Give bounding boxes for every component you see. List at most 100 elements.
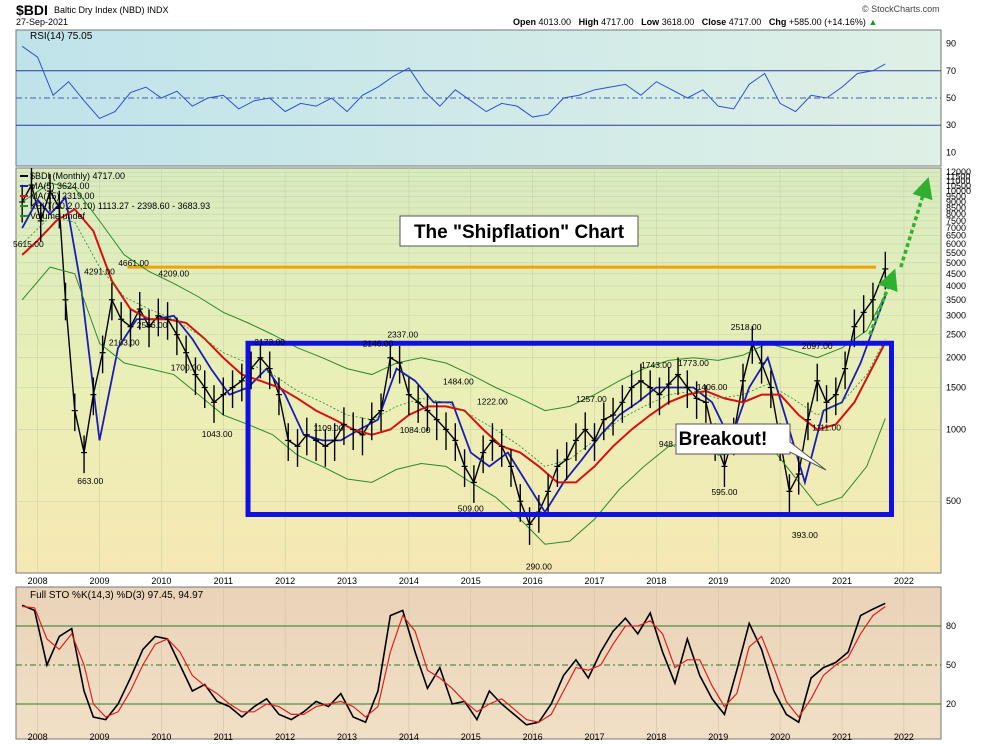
sto-d-line [22,605,886,723]
price-tick-label: 3000 [946,311,966,321]
x-tick-label: 2008 [28,576,48,586]
price-tick-label: 500 [946,496,961,506]
x-tick-label: 2008 [28,732,48,742]
breakout-label: Breakout! [679,429,768,450]
sto-tick-label: 50 [946,660,956,670]
price-tick-label: 6500 [946,231,966,241]
ticker-symbol: $BDI [16,2,48,18]
legend-entry: Volume undef [30,211,86,221]
x-tick-label: 2017 [584,732,604,742]
x-tick-label: 2009 [90,576,110,586]
price-data-label: 4291.00 [84,267,115,277]
price-tick-label: 9000 [946,197,966,207]
price-data-label: 948.00 [659,439,685,449]
rsi-series [21,45,886,120]
rsi-legend: RSI(14) 75.05 [30,31,93,42]
price-data-label: 2146.00 [363,338,394,348]
price-tick-label: 3500 [946,295,966,305]
x-tick-label: 2010 [151,576,171,586]
breakout-callout [675,423,827,471]
price-data-label: 595.00 [711,487,737,497]
price-data-label: 2173.00 [254,337,285,347]
x-tick-label: 2011 [214,576,233,586]
price-tick-label: 5000 [946,258,966,268]
price-data-label: 4209.00 [158,269,189,279]
x-tick-label: 2020 [770,576,790,586]
data-labels: 5615.00 663.00 4291.00 2163.00 4661.00 2566.0… [13,239,841,572]
x-tick-label: 2019 [708,732,728,742]
rsi-tick-label: 90 [946,39,956,49]
x-tick-label: 2022 [894,576,914,586]
index-name: Baltic Dry Index (NBD) INDX [54,5,169,15]
x-tick-label: 2020 [770,732,790,742]
ohlc-readout: Open 4013.00 High 4717.00 Low 3618.00 Cl… [513,17,878,27]
x-tick-label: 2013 [337,576,357,586]
price-tick-label: 8500 [946,203,966,213]
x-tick-label: 2016 [523,576,543,586]
price-tick-label: 6000 [946,239,966,249]
watermark: © StockCharts.com [862,4,940,14]
rsi-tick-label: 10 [946,147,956,157]
x-tick-label: 2009 [90,732,110,742]
price-tick-label: 10000 [946,186,971,196]
x-tick-label: 2011 [214,732,233,742]
price-data-label: 1084.00 [400,425,431,435]
price-tick-label: 2500 [946,330,966,340]
price-data-label: 1406.00 [697,382,728,392]
price-data-label: 2097.00 [802,341,833,351]
chart-date: 27-Sep-2021 [16,17,69,27]
x-tick-label: 2016 [523,732,543,742]
sto-tick-label: 20 [946,699,956,709]
price-tick-label: 10500 [946,181,971,191]
x-tick-label: 2018 [646,732,666,742]
price-tick-label: 4000 [946,281,966,291]
price-tick-label: 4500 [946,269,966,279]
x-tick-label: 2017 [584,576,604,586]
x-tick-label: 2015 [461,576,481,586]
sto-tick-label: 80 [946,621,956,631]
price-data-label: 1043.00 [202,429,233,439]
up-arrow-icon: ▲ [868,17,878,27]
rsi-tick-label: 50 [946,93,956,103]
price-tick-label: 1500 [946,383,966,393]
price-data-label: 2566.00 [137,320,168,330]
price-tick-label: 11000 [946,176,970,186]
legend-entry: KELT(20,2.0,10) 1113.27 - 2398.60 - 3683… [30,201,210,211]
price-data-label: 2163.00 [109,338,140,348]
price-tick-label: 8000 [946,209,966,219]
price-tick-label: 2000 [946,353,966,363]
x-tick-label: 2013 [337,732,357,742]
price-data-label: 1773.00 [678,358,709,368]
price-data-label: 663.00 [77,476,103,486]
price-tick-label: 9500 [946,191,966,201]
x-tick-label: 2018 [646,576,666,586]
price-tick-label: 7500 [946,216,966,226]
price-tick-label: 5500 [946,248,966,258]
x-tick-label: 2014 [399,732,419,742]
stochastic-series [21,602,886,726]
chart-title: The "Shipflation" Chart [414,222,625,243]
rsi-tick-label: 30 [946,120,956,130]
price-data-label: 4661.00 [118,258,149,268]
x-tick-label: 2021 [832,576,852,586]
ma15-line [21,207,887,484]
price-data-label: 1111.00 [812,423,841,433]
rsi-tick-label: 70 [946,66,956,76]
price-tick-label: 11500 [946,172,970,182]
x-tick-label: 2019 [708,576,728,586]
price-data-label: 1257.00 [576,394,607,404]
x-tick-label: 2010 [151,732,171,742]
x-tick-label: 2021 [832,732,852,742]
legend-entry: $BDI (Monthly) 4717.00 [30,171,125,181]
consolidation-box [245,340,895,517]
price-data-label: 290.00 [526,562,552,572]
price-data-label: 5615.00 [13,239,44,249]
price-data-label: 1700.00 [171,363,202,373]
sto-k-line [21,602,886,726]
title-box [399,215,639,247]
legend-entry: MA(5) 3624.00 [30,181,90,191]
breakout-arrow [868,268,898,336]
price-tick-label: 1000 [946,424,966,434]
x-tick-label: 2012 [275,732,295,742]
